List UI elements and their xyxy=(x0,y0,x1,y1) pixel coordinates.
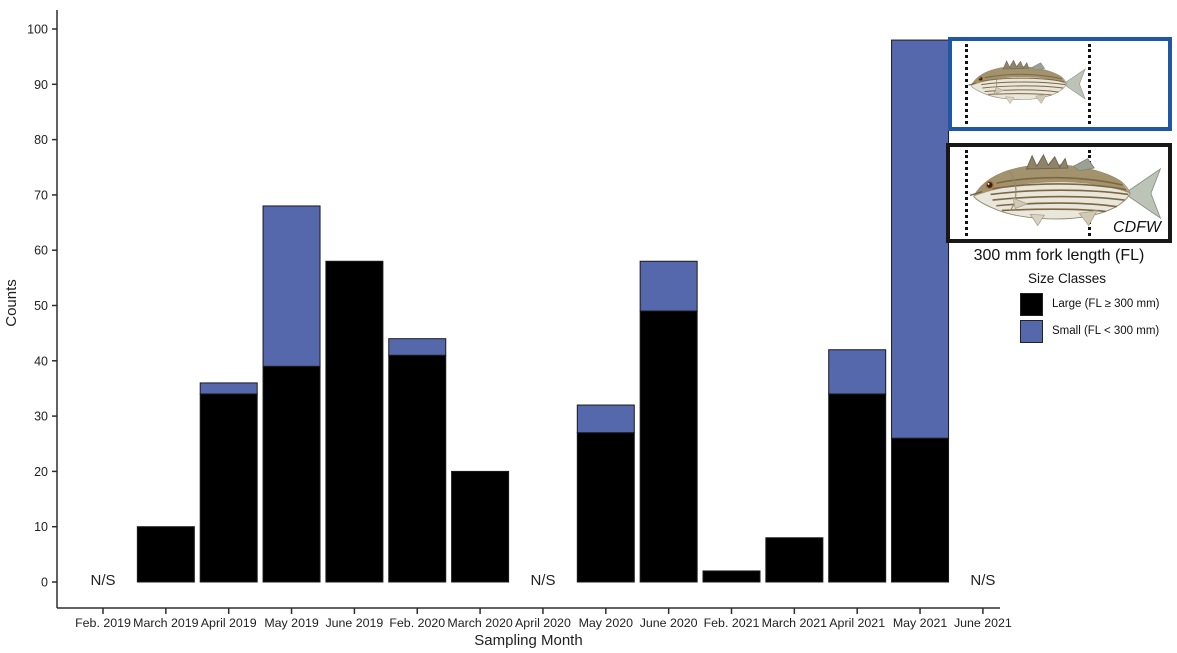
legend-swatch-small xyxy=(1020,319,1043,343)
x-tick-label: June 2021 xyxy=(954,616,1012,630)
bar-large-2[interactable] xyxy=(199,393,258,583)
x-tick-label: March 2021 xyxy=(762,616,828,630)
fork-length-dotted-line xyxy=(965,150,968,236)
x-tick-label: April 2021 xyxy=(829,616,885,630)
y-tick-label: 20 xyxy=(34,465,48,479)
x-tick-label: April 2019 xyxy=(201,616,257,630)
x-tick-label: March 2020 xyxy=(447,616,513,630)
y-tick-label: 50 xyxy=(34,299,48,313)
image-credit: CDFW xyxy=(1113,219,1161,236)
fork-length-caption: 300 mm fork length (FL) xyxy=(973,247,1145,264)
y-tick-label: 30 xyxy=(34,410,48,424)
y-tick-label: 100 xyxy=(27,23,48,37)
bar-small-12[interactable] xyxy=(828,349,887,395)
fork-length-dotted-line xyxy=(965,44,968,124)
y-axis-title: Counts xyxy=(3,279,20,327)
y-tick-label: 0 xyxy=(41,576,48,590)
small-fish-box xyxy=(948,37,1172,131)
legend: Size Classes Large (FL ≥ 300 mm) Small (… xyxy=(1014,271,1160,346)
x-tick-label: May 2019 xyxy=(264,616,319,630)
bar-large-11[interactable] xyxy=(765,537,824,583)
legend-title: Size Classes xyxy=(1028,271,1107,286)
y-tick-label: 80 xyxy=(34,133,48,147)
x-tick-label: Feb. 2021 xyxy=(704,616,760,630)
fork-length-dotted-line xyxy=(1088,44,1091,124)
bar-large-13[interactable] xyxy=(891,437,950,583)
legend-swatch-large xyxy=(1020,292,1043,316)
no-sample-label: N/S xyxy=(970,572,995,589)
legend-item-small: Small (FL < 300 mm) xyxy=(1020,319,1160,343)
x-tick-label: Feb. 2020 xyxy=(389,616,445,630)
bar-large-10[interactable] xyxy=(702,570,761,583)
bar-large-1[interactable] xyxy=(136,526,195,583)
y-tick-label: 90 xyxy=(34,78,48,92)
large-fish-box: CDFW xyxy=(946,143,1172,243)
bar-small-13[interactable] xyxy=(891,39,950,439)
bar-large-6[interactable] xyxy=(451,470,510,583)
no-sample-label: N/S xyxy=(90,572,115,589)
y-tick-label: 40 xyxy=(34,354,48,368)
x-tick-label: Feb. 2019 xyxy=(75,616,131,630)
bar-large-8[interactable] xyxy=(576,432,635,583)
x-tick-label: April 2020 xyxy=(515,616,571,630)
x-tick-label: June 2020 xyxy=(640,616,698,630)
legend-item-large: Large (FL ≥ 300 mm) xyxy=(1020,292,1160,316)
bar-large-4[interactable] xyxy=(325,260,384,583)
bar-small-3[interactable] xyxy=(262,205,321,367)
legend-label-large: Large (FL ≥ 300 mm) xyxy=(1052,298,1160,310)
bar-small-2[interactable] xyxy=(199,382,258,395)
no-sample-label: N/S xyxy=(530,572,555,589)
x-tick-label: March 2019 xyxy=(133,616,199,630)
bar-small-8[interactable] xyxy=(576,404,635,434)
bar-small-9[interactable] xyxy=(639,260,698,312)
x-tick-label: June 2019 xyxy=(325,616,383,630)
bar-large-5[interactable] xyxy=(388,354,447,583)
y-tick-label: 70 xyxy=(34,188,48,202)
bar-large-3[interactable] xyxy=(262,365,321,583)
x-tick-label: May 2020 xyxy=(579,616,634,630)
bar-large-9[interactable] xyxy=(639,310,698,583)
y-tick-label: 10 xyxy=(34,520,48,534)
legend-label-small: Small (FL < 300 mm) xyxy=(1052,325,1160,337)
x-axis-title: Sampling Month xyxy=(474,632,582,649)
x-tick-label: May 2021 xyxy=(893,616,948,630)
bar-large-12[interactable] xyxy=(828,393,887,583)
bar-small-5[interactable] xyxy=(388,338,447,356)
striped-bass-small-illustration xyxy=(967,59,1086,105)
y-tick-label: 60 xyxy=(34,244,48,258)
stacked-bar-chart: N/S N/S N/S 0 10 20 30 40 50 60 70 80 90 100 Feb. 2019… xyxy=(3,10,1012,649)
